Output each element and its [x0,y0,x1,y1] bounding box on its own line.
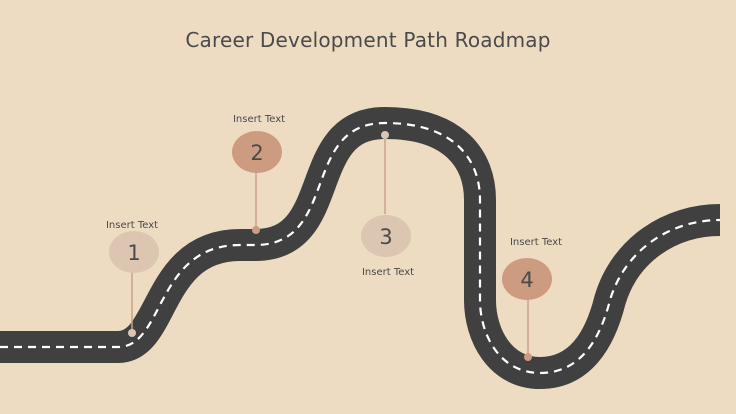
milestone-4-pin-dot [524,353,532,361]
milestone-1-number: 1 [127,241,140,265]
milestone-1-label: Insert Text [106,220,158,231]
slide-title: Career Development Path Roadmap [185,28,551,52]
milestone-2-label: Insert Text [233,114,285,125]
milestone-4-marker [502,258,552,300]
milestone-3-pin-dot [381,131,389,139]
milestone-3-number: 3 [379,225,392,249]
milestone-3: 3 Insert Text [361,131,414,278]
milestone-2-number: 2 [250,141,263,165]
milestone-2-pin-dot [252,226,260,234]
milestone-4-label: Insert Text [510,237,562,248]
milestone-1-marker [109,231,159,273]
milestone-3-marker [361,215,411,257]
road [0,107,721,389]
milestone-1-pin-dot [128,329,136,337]
milestone-1: 1 Insert Text [106,220,159,337]
milestone-3-label: Insert Text [362,267,414,278]
milestone-2: 2 Insert Text [232,114,285,234]
milestone-4: 4 Insert Text [502,237,562,361]
milestone-4-number: 4 [520,268,533,292]
milestone-2-marker [232,131,282,173]
